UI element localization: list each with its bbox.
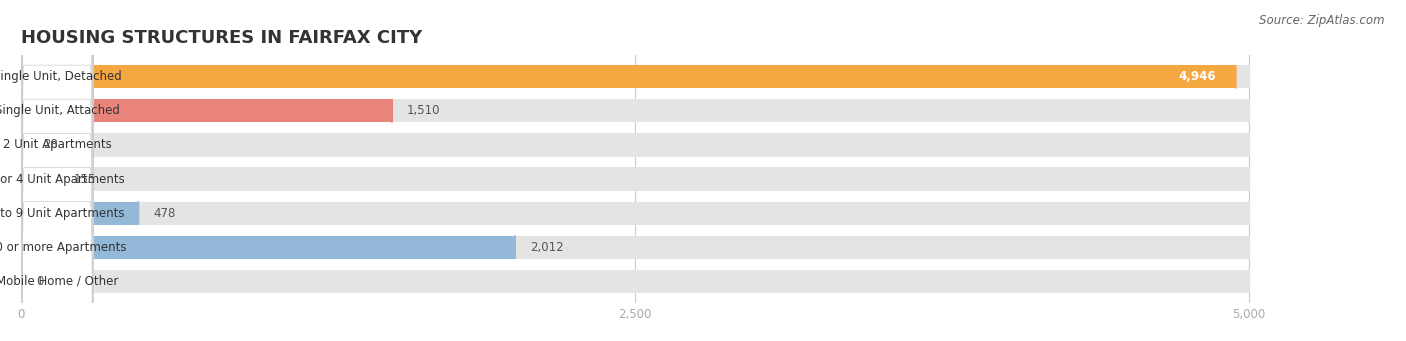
FancyBboxPatch shape	[21, 0, 93, 341]
Bar	[21, 167, 59, 191]
Text: 0: 0	[35, 275, 44, 288]
Bar	[21, 65, 1249, 88]
FancyBboxPatch shape	[21, 0, 93, 341]
Text: 2,012: 2,012	[530, 241, 564, 254]
Text: Source: ZipAtlas.com: Source: ZipAtlas.com	[1260, 14, 1385, 27]
Bar	[21, 270, 1249, 293]
Bar	[21, 65, 1236, 88]
Text: 28: 28	[42, 138, 58, 151]
Bar	[21, 236, 1249, 259]
FancyBboxPatch shape	[21, 0, 93, 341]
Text: 3 or 4 Unit Apartments: 3 or 4 Unit Apartments	[0, 173, 125, 186]
Text: Single Unit, Attached: Single Unit, Attached	[0, 104, 120, 117]
Bar	[21, 133, 28, 157]
Bar	[21, 99, 1249, 122]
Text: Single Unit, Detached: Single Unit, Detached	[0, 70, 121, 83]
Text: 155: 155	[75, 173, 96, 186]
Text: Mobile Home / Other: Mobile Home / Other	[0, 275, 118, 288]
Bar	[21, 202, 1249, 225]
Text: 1,510: 1,510	[406, 104, 440, 117]
Text: 10 or more Apartments: 10 or more Apartments	[0, 241, 127, 254]
FancyBboxPatch shape	[21, 0, 93, 341]
Text: HOUSING STRUCTURES IN FAIRFAX CITY: HOUSING STRUCTURES IN FAIRFAX CITY	[21, 29, 422, 47]
Bar	[21, 202, 138, 225]
Bar	[21, 133, 1249, 157]
Text: 5 to 9 Unit Apartments: 5 to 9 Unit Apartments	[0, 207, 125, 220]
Bar	[21, 167, 1249, 191]
FancyBboxPatch shape	[21, 0, 93, 341]
Text: 2 Unit Apartments: 2 Unit Apartments	[3, 138, 111, 151]
Text: 4,946: 4,946	[1178, 70, 1216, 83]
Bar	[21, 99, 392, 122]
Bar	[21, 236, 515, 259]
FancyBboxPatch shape	[21, 0, 93, 341]
Text: 478: 478	[153, 207, 176, 220]
FancyBboxPatch shape	[21, 0, 93, 341]
